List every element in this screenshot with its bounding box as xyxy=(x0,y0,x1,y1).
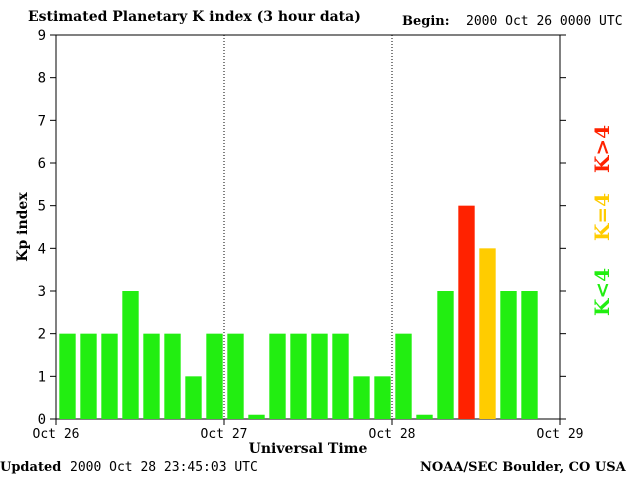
kp-bar xyxy=(500,291,517,419)
x-tick-label: Oct 28 xyxy=(369,427,416,442)
kp-bar xyxy=(185,376,202,419)
kp-bar xyxy=(458,205,475,419)
y-tick-label: 0 xyxy=(38,412,46,428)
updated-value: 2000 Oct 28 23:45:03 UTC xyxy=(70,460,258,475)
kp-bar xyxy=(206,333,223,419)
kp-bar xyxy=(269,333,286,419)
y-tick-label: 5 xyxy=(38,199,46,215)
y-tick-label: 3 xyxy=(38,284,46,300)
y-axis-label: Kp index xyxy=(15,192,31,262)
kp-bar xyxy=(122,291,139,419)
y-tick-label: 9 xyxy=(38,28,46,44)
kp-bar xyxy=(332,333,349,419)
kp-bar xyxy=(437,291,454,419)
kp-bar xyxy=(416,414,433,419)
kp-bar xyxy=(290,333,307,419)
y-tick-label: 7 xyxy=(38,113,46,129)
x-axis-label: Universal Time xyxy=(249,441,368,457)
kp-bar xyxy=(311,333,328,419)
plot-frame xyxy=(55,34,561,420)
source-credit: NOAA/SEC Boulder, CO USA xyxy=(420,460,626,475)
x-tick-label: Oct 29 xyxy=(537,427,584,442)
begin-label: Begin: xyxy=(402,14,450,29)
kp-bar xyxy=(59,333,76,419)
y-tick-label: 2 xyxy=(38,327,46,343)
y-tick-label: 4 xyxy=(38,241,46,257)
kp-bar xyxy=(164,333,181,419)
y-tick-label: 1 xyxy=(38,369,46,385)
kp-bar xyxy=(479,248,496,419)
x-tick-label: Oct 26 xyxy=(33,427,80,442)
y-tick-label: 6 xyxy=(38,156,46,172)
legend-k-less-4: K<4 xyxy=(590,267,614,317)
kp-bar xyxy=(80,333,97,419)
legend-k-eq-4: K=4 xyxy=(590,192,614,242)
updated-label: Updated xyxy=(0,460,62,475)
legend-k-greater-4: K>4 xyxy=(590,124,614,174)
begin-value: 2000 Oct 26 0000 UTC xyxy=(466,14,623,29)
kp-bar xyxy=(227,333,244,419)
chart-title: Estimated Planetary K index (3 hour data… xyxy=(28,9,361,25)
kp-bar xyxy=(353,376,370,419)
x-tick-label: Oct 27 xyxy=(201,427,248,442)
kp-bar xyxy=(143,333,160,419)
kp-bar xyxy=(248,414,265,419)
kp-bar xyxy=(521,291,538,419)
kp-bar xyxy=(101,333,118,419)
y-tick-label: 8 xyxy=(38,71,46,87)
kp-bar xyxy=(374,376,391,419)
kp-bar xyxy=(395,333,412,419)
